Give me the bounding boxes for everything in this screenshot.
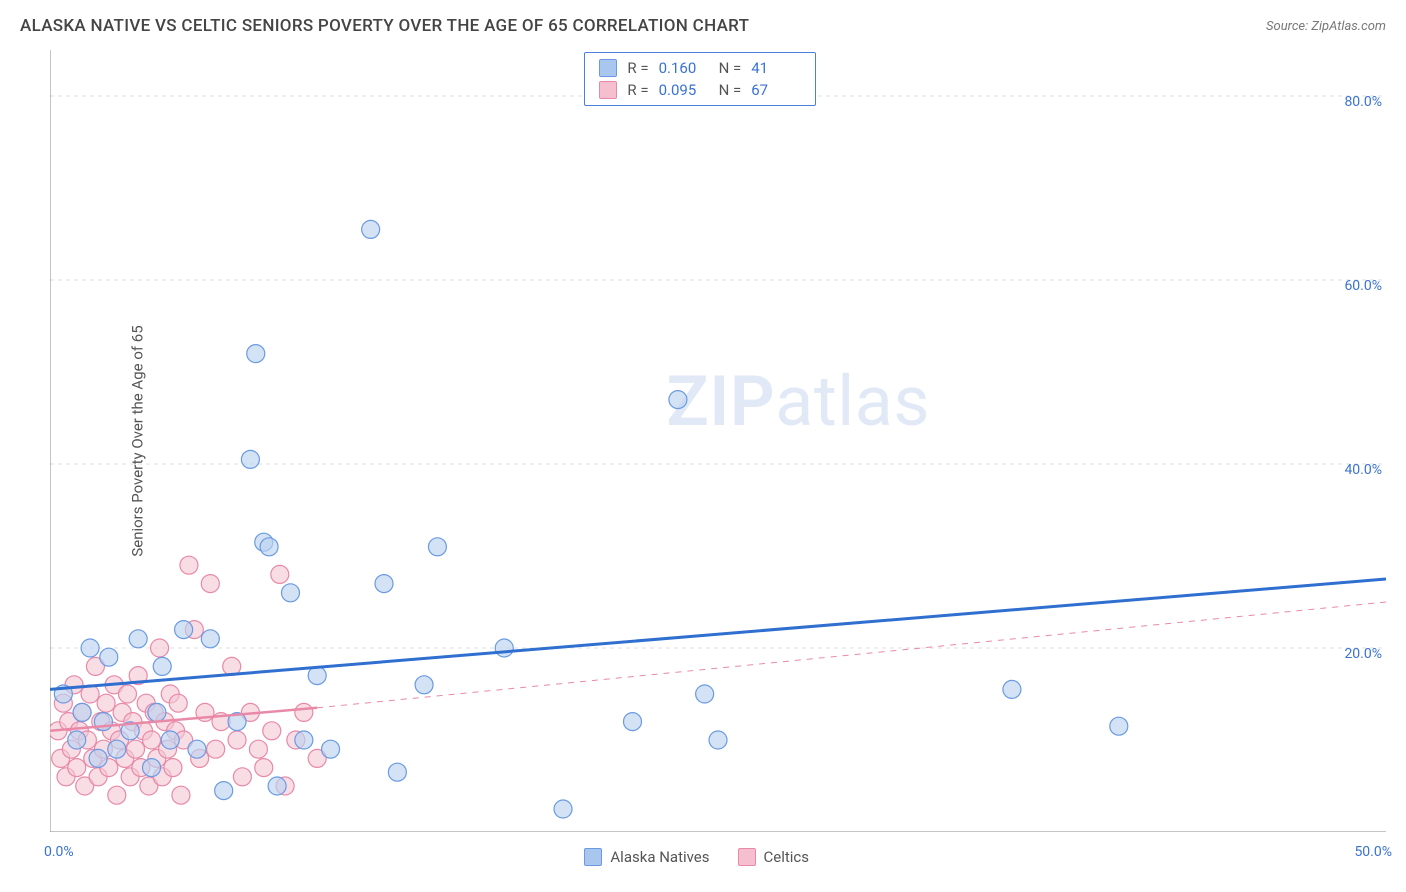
source-label: Source: ZipAtlas.com: [1266, 19, 1386, 34]
legend-swatch-pink: [599, 81, 617, 99]
legend-row-0: R = 0.160 N = 41: [585, 57, 815, 79]
y-tick-label: 60.0%: [1344, 278, 1382, 294]
legend-swatch-pink: [738, 848, 756, 866]
r-value: 0.160: [659, 59, 709, 77]
legend-swatch-blue: [599, 59, 617, 77]
x-max-label: 50.0%: [1354, 844, 1392, 860]
y-tick-label: 20.0%: [1344, 646, 1382, 662]
n-value: 67: [751, 81, 801, 99]
r-value: 0.095: [659, 81, 709, 99]
series-legend: Alaska Natives Celtics: [584, 848, 809, 866]
legend-label: Celtics: [764, 848, 810, 866]
y-tick-label: 40.0%: [1344, 462, 1382, 478]
y-tick-label: 80.0%: [1344, 94, 1382, 110]
r-label: R =: [627, 81, 648, 99]
legend-item-celtics: Celtics: [738, 848, 810, 866]
legend-label: Alaska Natives: [610, 848, 709, 866]
n-label: N =: [719, 81, 742, 99]
r-label: R =: [627, 59, 648, 77]
correlation-legend: R = 0.160 N = 41 R = 0.095 N = 67: [584, 52, 816, 106]
scatter-svg: [50, 50, 1386, 832]
legend-row-1: R = 0.095 N = 67: [585, 79, 815, 101]
plot-area: Seniors Poverty Over the Age of 65 ZIPat…: [50, 50, 1386, 832]
n-label: N =: [719, 59, 742, 77]
x-origin-label: 0.0%: [44, 844, 74, 860]
legend-item-alaska: Alaska Natives: [584, 848, 709, 866]
chart-title: ALASKA NATIVE VS CELTIC SENIORS POVERTY …: [20, 16, 749, 36]
n-value: 41: [751, 59, 801, 77]
legend-swatch-blue: [584, 848, 602, 866]
